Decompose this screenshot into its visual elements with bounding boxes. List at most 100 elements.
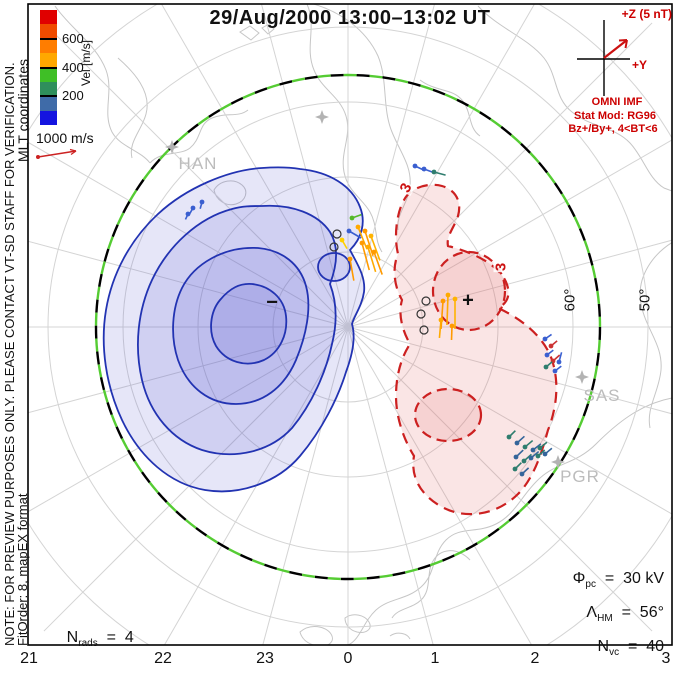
negative-contour	[317, 252, 351, 282]
coastline	[311, 4, 411, 231]
coordinates-note: MLT coordinates	[15, 59, 31, 162]
stat-symbol: Φ	[572, 570, 586, 587]
imf-model: Stat Mod: RG96	[574, 110, 656, 122]
colorbar-tick-line	[40, 37, 57, 40]
negative-contour	[137, 204, 337, 456]
latitude-label: 50°	[636, 288, 654, 312]
mlt-hour-label: 22	[154, 650, 172, 667]
colorbar-segment	[40, 67, 57, 82]
stat-value: = 40	[619, 638, 664, 655]
mlt-meridian	[347, 22, 653, 328]
hmb-green-dashes	[94, 73, 602, 581]
negative-contour	[210, 283, 288, 365]
stat-subscript: HM	[597, 613, 613, 625]
imf-condition: Bz+/By+, 4<BT<6	[568, 123, 658, 135]
imf-source: OMNI IMF	[591, 96, 643, 108]
negative-cell-fill	[173, 247, 309, 404]
reference-arrow-line	[37, 150, 77, 158]
zero-velocity-circle	[332, 229, 342, 239]
stat-value: = 56°	[612, 604, 664, 621]
mlt-meridian	[347, 326, 434, 645]
mlt-hour-label: 23	[256, 650, 274, 667]
stat-symbol: N	[597, 638, 610, 655]
negative-contour	[172, 247, 310, 405]
vector-dot	[513, 454, 519, 460]
vector-dot	[368, 233, 374, 239]
colorbar-segment	[40, 24, 57, 39]
negative-contour	[102, 166, 366, 493]
latitude-label: 60°	[561, 288, 579, 312]
velocity-vectors	[184, 163, 563, 477]
coastline	[306, 4, 383, 253]
vector-dot	[544, 352, 550, 358]
imf-z-label: +Z (5 nT)	[621, 7, 672, 21]
velocity-colorbar	[40, 10, 57, 125]
stat-subscript: rads	[78, 638, 98, 650]
radar-site-icon	[165, 140, 179, 154]
vector-dot	[542, 336, 548, 342]
coastline	[391, 550, 471, 619]
vector-dot	[371, 249, 377, 255]
mlt-hour-label: 21	[20, 650, 38, 667]
colorbar-segment	[40, 10, 57, 25]
vector-dot	[543, 364, 549, 370]
zero-velocity-circle	[421, 296, 431, 306]
coastline	[419, 79, 481, 137]
mlt-hour-label: 3	[661, 650, 671, 667]
radar-site-markers	[165, 110, 589, 469]
stat-value: = 4	[97, 629, 134, 646]
fit-order-note: FitOrder: 8, mapEX format	[15, 493, 30, 646]
vector-dot	[339, 237, 345, 243]
mlt-meridian	[163, 326, 349, 645]
vector-tail	[370, 235, 381, 261]
mlt-meridian	[260, 4, 349, 328]
colorbar-segment	[40, 81, 57, 97]
vector-dot	[421, 166, 427, 172]
coastlines	[54, 4, 672, 645]
stat-n-radars: Nrads = 4	[40, 611, 134, 667]
vector-dot	[365, 244, 371, 250]
negative-cell-fill	[211, 283, 287, 364]
colorbar-segment	[40, 53, 57, 68]
coastline	[639, 241, 672, 429]
vector-dot	[506, 434, 512, 440]
zero-velocity-circle	[419, 325, 429, 335]
vector-tail	[361, 242, 371, 271]
vector-dot	[347, 256, 353, 262]
vector-dot	[440, 298, 446, 304]
vector-dot	[542, 451, 548, 457]
vector-dot	[512, 466, 518, 472]
coastline	[149, 109, 249, 164]
vector-dot	[412, 163, 418, 169]
vector-dot	[355, 224, 361, 230]
vector-tail	[357, 226, 368, 250]
mlt-meridian	[347, 326, 672, 515]
vector-dot	[522, 444, 528, 450]
cell-polarity-sign: −	[266, 291, 278, 314]
coastline	[299, 614, 411, 645]
mlt-meridian	[347, 139, 672, 328]
vector-tail	[438, 319, 442, 339]
mlt-meridian	[347, 326, 533, 645]
reference-arrow-dot	[36, 155, 40, 159]
vector-dot	[535, 453, 541, 459]
colorbar-segment	[40, 38, 57, 54]
stat-value: = 30 kV	[595, 570, 664, 587]
mlt-meridian	[28, 141, 349, 328]
positive-contour	[413, 387, 483, 443]
zero-velocity-circle	[416, 309, 426, 319]
legend-graphics	[36, 20, 630, 159]
potential-contours	[102, 166, 558, 516]
vector-tail	[373, 251, 383, 275]
vector-dot	[537, 445, 543, 451]
stat-potential: Φpc = 30 kV	[546, 552, 664, 608]
positive-cell-fill	[433, 252, 505, 330]
reference-arrow-label: 1000 m/s	[36, 130, 94, 146]
vector-dot	[190, 205, 196, 211]
mlt-meridian	[28, 326, 349, 513]
vector-dot	[521, 458, 527, 464]
stat-subscript: pc	[585, 579, 596, 591]
vector-dot	[362, 228, 368, 234]
colorbar-segment	[40, 110, 57, 125]
